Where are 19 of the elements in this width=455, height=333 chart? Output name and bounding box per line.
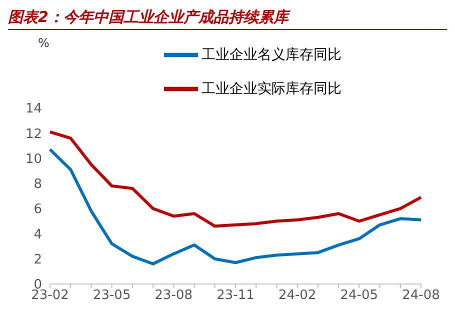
y-tick-label: 8 — [34, 177, 42, 192]
line-series — [48, 130, 422, 228]
x-tick-label: 24-02 — [278, 288, 316, 304]
y-tick-label: 6 — [34, 202, 42, 218]
x-tick-label: 23-08 — [154, 288, 193, 304]
x-tick-label: 23-11 — [216, 288, 254, 304]
x-tick-label: 24-05 — [340, 288, 378, 304]
legend-label: 工业企业名义库存同比 — [202, 46, 342, 63]
chart-title: 图表2：今年中国工业企业产成品持续累库 — [8, 8, 447, 30]
y-axis-title: % — [38, 36, 50, 50]
y-tick-label: 10 — [25, 152, 42, 167]
y-tick-label: 14 — [25, 102, 42, 117]
x-tick-label: 24-08 — [402, 288, 440, 304]
line-series — [48, 148, 422, 266]
y-tick-label: 12 — [25, 126, 42, 142]
x-tick-label: 23-05 — [92, 288, 131, 304]
y-tick-label: 2 — [34, 252, 42, 268]
legend-label: 工业企业实际库存同比 — [202, 80, 342, 97]
y-tick-label: 4 — [34, 227, 42, 242]
